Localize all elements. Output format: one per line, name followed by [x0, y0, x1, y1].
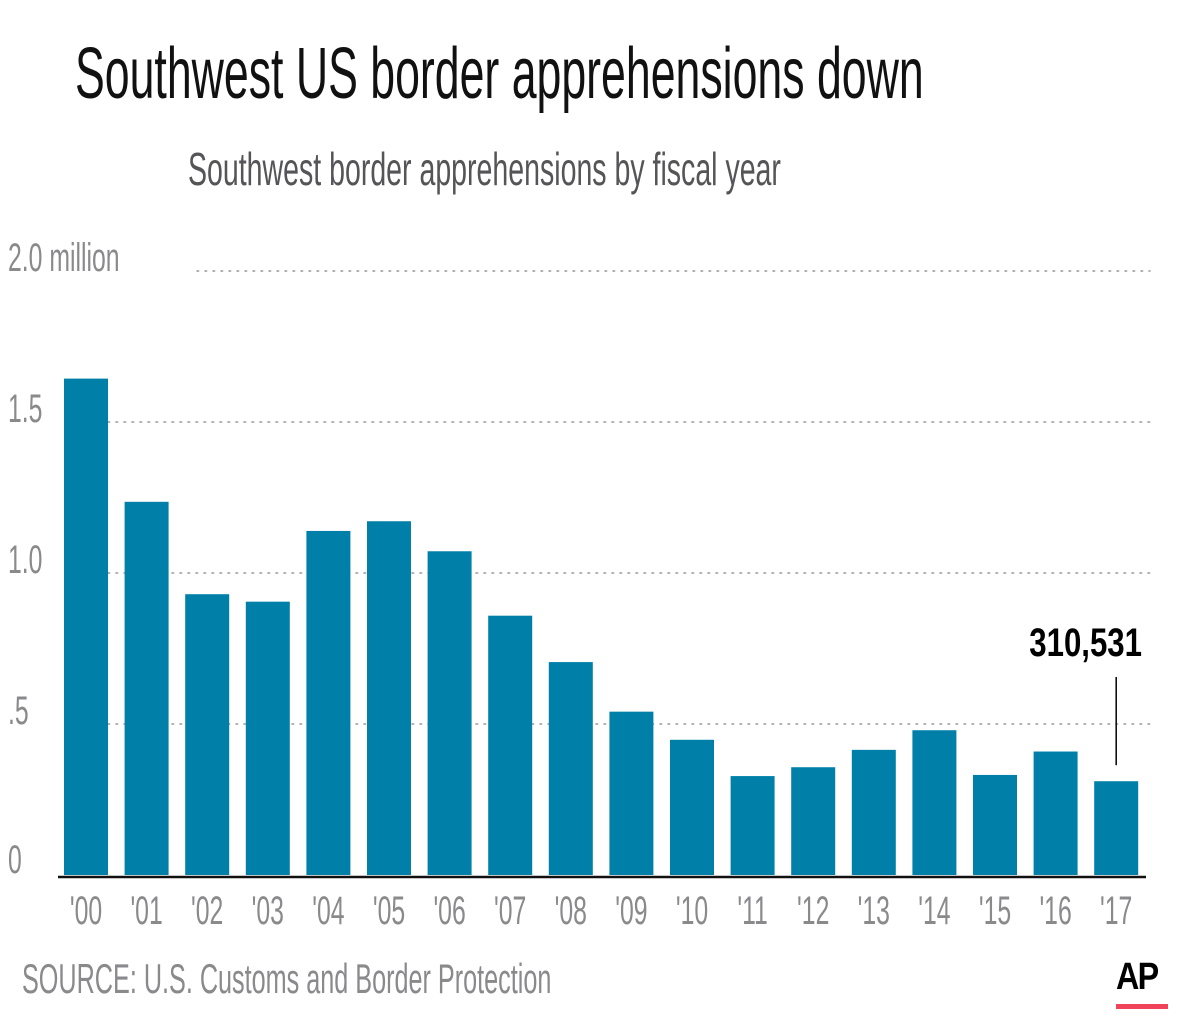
bar — [306, 530, 351, 875]
bar — [548, 662, 593, 875]
x-tick-label: '10 — [676, 889, 708, 933]
bar — [851, 749, 896, 875]
ap-logo: AP — [1114, 958, 1170, 1014]
bar — [1094, 781, 1139, 875]
bar — [791, 767, 836, 875]
bar — [609, 711, 654, 875]
x-tick-label: '08 — [555, 889, 587, 933]
y-tick-label: 0 — [8, 838, 22, 882]
x-tick-label: '13 — [858, 889, 890, 933]
ap-logo-accent-bar — [1116, 1004, 1168, 1009]
x-tick-label: '15 — [979, 889, 1011, 933]
x-tick-label: '03 — [252, 889, 284, 933]
x-tick-label: '16 — [1039, 889, 1071, 933]
x-tick-label: '17 — [1100, 889, 1132, 933]
x-tick-label: '14 — [918, 889, 950, 933]
bar — [1033, 751, 1078, 875]
x-tick-label: '11 — [737, 889, 767, 933]
y-tick-label: 2.0 million — [8, 236, 120, 280]
y-tick-label: 1.0 — [8, 538, 42, 582]
bars — [64, 378, 1139, 875]
x-tick-label: '04 — [312, 889, 344, 933]
x-tick-label: '07 — [494, 889, 526, 933]
y-axis-labels: 0 .5 1.0 1.5 2.0 million — [8, 236, 120, 882]
annotations: 310,531 — [1029, 620, 1142, 766]
x-tick-label: '02 — [191, 889, 223, 933]
bar — [973, 774, 1017, 875]
bar — [427, 551, 472, 875]
chart-subtitle: Southwest border apprehensions by fiscal… — [188, 143, 781, 195]
source-note: SOURCE: U.S. Customs and Border Protecti… — [22, 955, 552, 1002]
bar — [64, 378, 108, 875]
x-tick-label: '01 — [130, 889, 162, 933]
x-tick-label: '12 — [797, 889, 829, 933]
chart-title: Southwest US border apprehensions down — [75, 34, 924, 114]
x-tick-label: '09 — [615, 889, 647, 933]
y-tick-label: .5 — [8, 689, 29, 733]
bar — [488, 615, 533, 875]
x-axis-labels: '00 '01 '02 '03 '04 '05 '06 '07 '08 '09 '10 '11 '12 '… — [70, 889, 1133, 933]
bar — [185, 594, 230, 875]
bar — [124, 501, 169, 875]
x-tick-label: '06 — [433, 889, 465, 933]
y-tick-label: 1.5 — [8, 387, 42, 431]
bar — [730, 776, 775, 875]
bar — [670, 739, 714, 875]
bar — [245, 601, 290, 875]
bar — [912, 730, 957, 875]
x-tick-label: '05 — [373, 889, 405, 933]
ap-logo-text: AP — [1116, 956, 1159, 998]
annotation-label: 310,531 — [1029, 620, 1142, 665]
bar — [367, 521, 411, 875]
x-tick-label: '00 — [70, 889, 102, 933]
